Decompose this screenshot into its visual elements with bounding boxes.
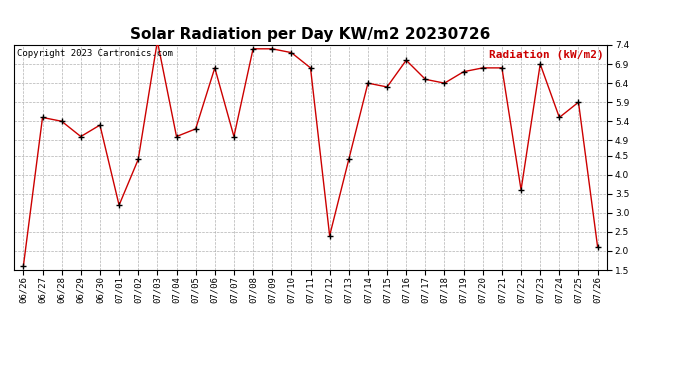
Title: Solar Radiation per Day KW/m2 20230726: Solar Radiation per Day KW/m2 20230726 xyxy=(130,27,491,42)
Text: Copyright 2023 Cartronics.com: Copyright 2023 Cartronics.com xyxy=(17,50,172,58)
Text: Radiation (kW/m2): Radiation (kW/m2) xyxy=(489,50,604,60)
